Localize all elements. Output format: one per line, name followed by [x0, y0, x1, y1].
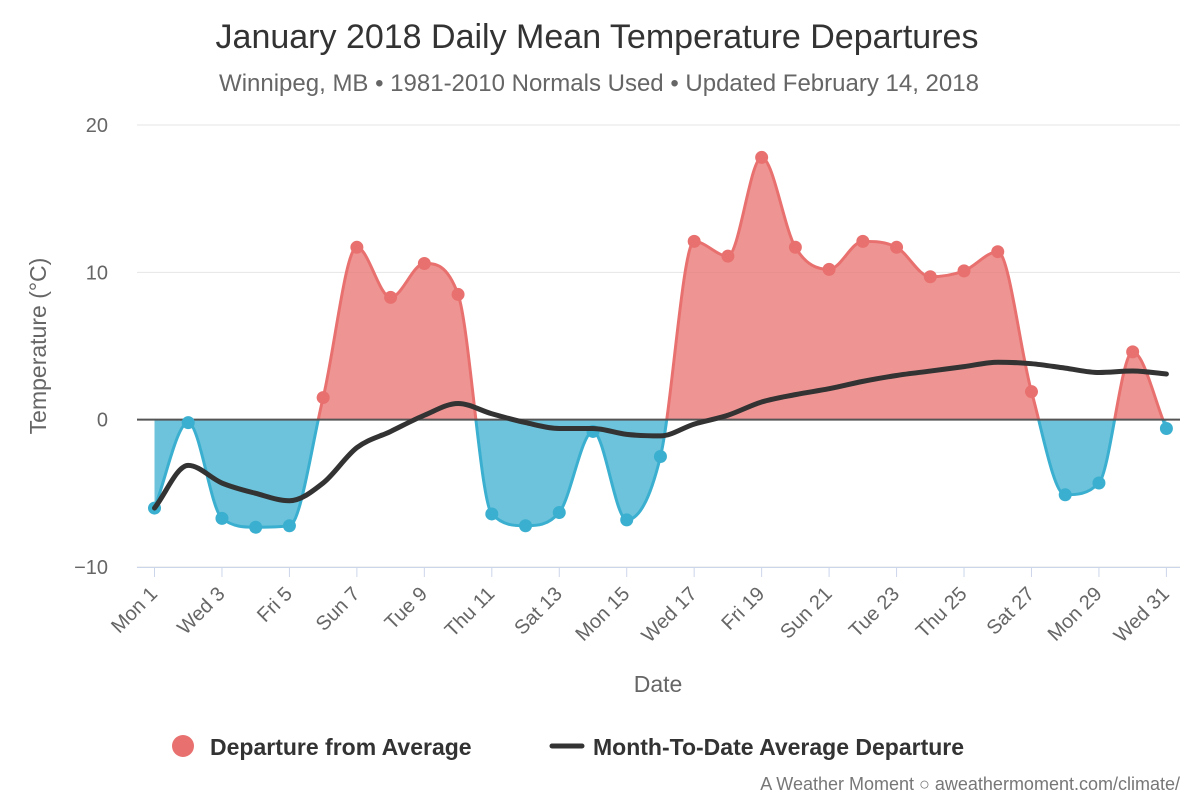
departure-point[interactable] [552, 505, 566, 519]
departure-area-negative [154, 419, 1167, 528]
y-axis-title: Temperature (°C) [25, 258, 51, 435]
x-axis-title: Date [634, 671, 683, 697]
legend-average-label: Month-To-Date Average Departure [593, 734, 964, 760]
y-tick-label: 20 [86, 115, 108, 137]
x-tick-label: Wed 31 [1110, 583, 1174, 647]
chart-credit[interactable]: A Weather Moment ○ aweathermoment.com/cl… [760, 774, 1180, 794]
legend-item-average[interactable]: Month-To-Date Average Departure [549, 734, 964, 760]
x-tick-label: Mon 15 [572, 583, 635, 646]
departure-point[interactable] [856, 234, 870, 248]
departure-point[interactable] [755, 150, 769, 164]
departure-point[interactable] [181, 416, 195, 430]
departure-point[interactable] [1024, 385, 1038, 399]
y-tick-label: 10 [86, 262, 108, 284]
y-tick-label: −10 [74, 557, 108, 579]
departure-point[interactable] [519, 519, 533, 533]
chart-subtitle: Winnipeg, MB • 1981-2010 Normals Used • … [219, 70, 979, 97]
y-tick-label: 0 [97, 410, 108, 432]
departure-point[interactable] [1092, 476, 1106, 490]
departure-point[interactable] [485, 507, 499, 521]
departure-points [148, 150, 1173, 534]
x-tick-label: Fri 5 [253, 583, 297, 627]
departure-point[interactable] [1159, 422, 1173, 436]
month-to-date-average-line [152, 359, 1169, 511]
x-tick-label: Mon 29 [1044, 583, 1107, 646]
legend-departure-label: Departure from Average [210, 734, 472, 760]
departure-point[interactable] [350, 240, 364, 254]
departure-point[interactable] [721, 249, 735, 263]
x-axis-ticks: Mon 1 Wed 3 Fri 5 Sun 7 Tue 9 Thu 11 Sat 13 Mon… [107, 567, 1174, 647]
departure-point[interactable] [957, 264, 971, 278]
x-tick-label: Thu 25 [912, 583, 972, 643]
departure-point[interactable] [282, 519, 296, 533]
departure-point[interactable] [620, 513, 634, 527]
departure-area-positive [318, 157, 1163, 420]
departure-point[interactable] [316, 391, 330, 405]
departure-point[interactable] [991, 245, 1005, 259]
x-tick-label: Wed 3 [173, 583, 229, 639]
x-tick-label: Tue 9 [381, 583, 432, 634]
departure-point[interactable] [384, 290, 398, 304]
x-tick-label: Sun 7 [312, 583, 365, 636]
departure-point[interactable] [653, 450, 667, 463]
x-tick-label: Wed 17 [638, 583, 702, 647]
legend-item-departure[interactable]: Departure from Average [172, 734, 472, 760]
departure-point[interactable] [890, 240, 904, 254]
x-tick-label: Mon 1 [107, 583, 162, 638]
x-tick-label: Sat 13 [510, 583, 566, 639]
departure-point[interactable] [923, 270, 937, 284]
departure-point[interactable] [687, 234, 701, 248]
x-tick-label: Fri 19 [717, 583, 769, 635]
departure-point[interactable] [451, 287, 465, 301]
y-axis-ticks: 20 10 0 −10 [74, 115, 108, 579]
chart-title: January 2018 Daily Mean Temperature Depa… [216, 18, 979, 56]
x-tick-label: Sat 27 [983, 583, 1039, 639]
departure-area [153, 155, 1168, 529]
departure-point[interactable] [249, 520, 263, 534]
legend: Departure from Average Month-To-Date Ave… [172, 734, 964, 760]
departure-point[interactable] [788, 240, 802, 254]
departure-point[interactable] [215, 511, 229, 525]
departure-point[interactable] [822, 262, 836, 276]
x-tick-label: Tue 23 [845, 583, 904, 642]
departure-point[interactable] [1126, 345, 1140, 359]
x-tick-label: Thu 11 [441, 583, 500, 642]
departure-point[interactable] [417, 256, 431, 270]
legend-departure-symbol [172, 735, 194, 757]
departure-point[interactable] [1058, 488, 1072, 502]
x-tick-label: Sun 21 [776, 583, 836, 643]
